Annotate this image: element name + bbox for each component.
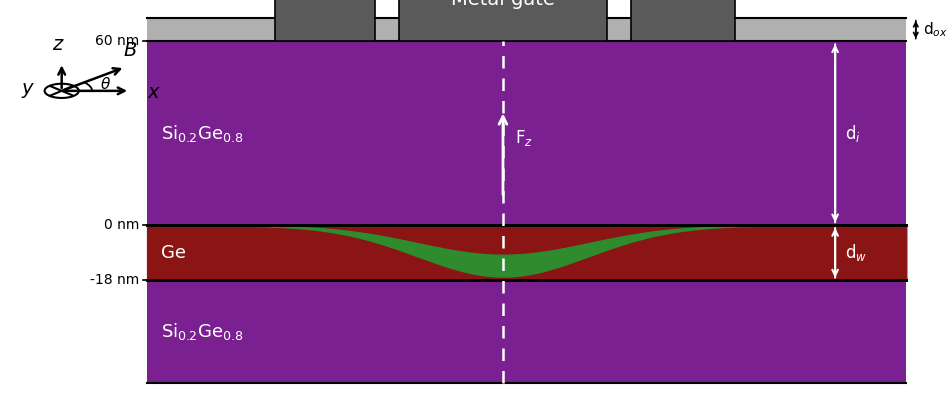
Text: x: x [147, 83, 158, 102]
Text: z: z [52, 35, 62, 54]
Text: Si$_{0.2}$Ge$_{0.8}$: Si$_{0.2}$Ge$_{0.8}$ [161, 123, 244, 144]
Text: B: B [123, 41, 137, 60]
Text: -18 nm: -18 nm [90, 273, 140, 288]
Bar [631, 0, 735, 41]
Bar [275, 0, 375, 41]
Text: y: y [22, 79, 33, 98]
Text: 60 nm: 60 nm [95, 34, 140, 49]
Text: Si$_{0.2}$Ge$_{0.8}$: Si$_{0.2}$Ge$_{0.8}$ [161, 321, 244, 342]
Bar [147, 280, 906, 383]
Bar [399, 0, 607, 41]
Bar [147, 18, 906, 41]
Text: θ: θ [102, 77, 111, 92]
Text: d$_i$: d$_i$ [845, 123, 861, 144]
Text: Metal gate: Metal gate [451, 0, 555, 9]
Text: d$_{ox}$: d$_{ox}$ [923, 20, 948, 39]
Text: 0 nm: 0 nm [104, 218, 140, 232]
Text: Ge: Ge [161, 244, 186, 262]
Text: F$_z$: F$_z$ [515, 128, 533, 148]
Bar [147, 225, 906, 280]
Bar [147, 41, 906, 225]
Text: d$_w$: d$_w$ [845, 242, 866, 263]
